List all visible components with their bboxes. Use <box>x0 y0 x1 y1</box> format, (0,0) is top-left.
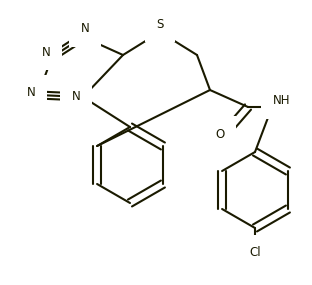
Text: N: N <box>27 87 35 99</box>
Text: Cl: Cl <box>249 247 261 260</box>
Text: S: S <box>156 17 164 30</box>
Text: N: N <box>80 23 89 36</box>
Text: O: O <box>215 127 225 141</box>
Text: N: N <box>72 91 80 103</box>
Text: N: N <box>41 46 50 58</box>
Text: NH: NH <box>273 95 291 107</box>
